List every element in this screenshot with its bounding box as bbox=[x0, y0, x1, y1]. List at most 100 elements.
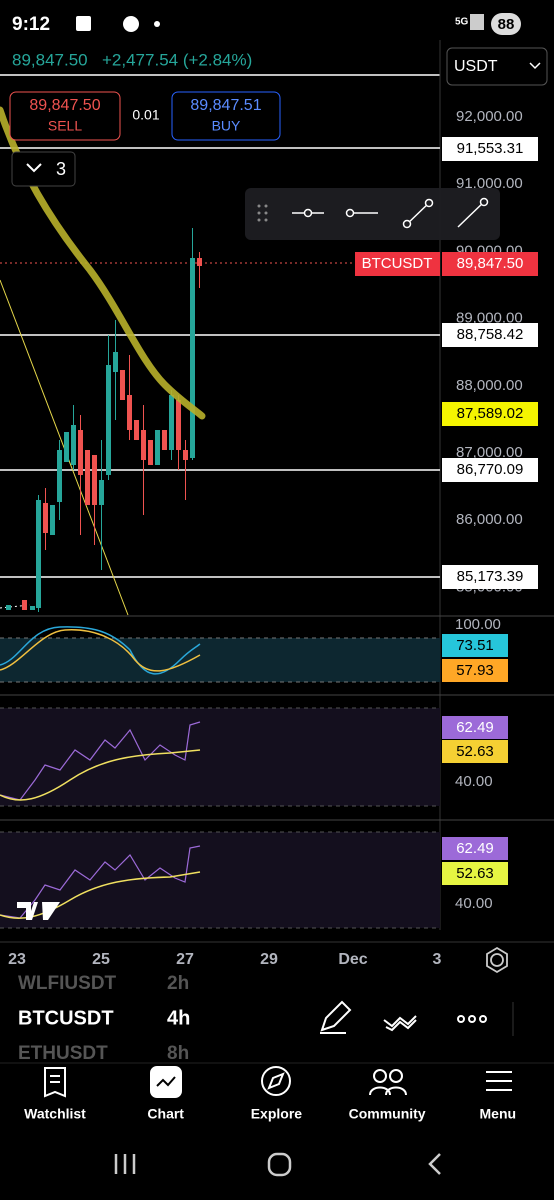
shape bbox=[424, 198, 434, 208]
symbol-name: BTCUSDT bbox=[18, 1007, 114, 1029]
shape bbox=[402, 219, 412, 229]
chart-icon-line bbox=[156, 1076, 176, 1087]
ma-value: 87,589.02 bbox=[457, 405, 524, 422]
candle bbox=[30, 606, 35, 610]
rsi-line bbox=[0, 721, 201, 801]
indicators-icon[interactable] bbox=[383, 1015, 417, 1032]
price-axis-label: 92,000.00 bbox=[456, 108, 523, 125]
nav-label[interactable]: Chart bbox=[147, 1106, 184, 1122]
price-axis-label: 91,000.00 bbox=[456, 175, 523, 192]
draw-icon[interactable] bbox=[320, 1000, 352, 1034]
explore-icon bbox=[261, 1066, 291, 1096]
watchlist-icon bbox=[44, 1067, 66, 1098]
candle bbox=[183, 450, 188, 460]
price-tag bbox=[442, 402, 538, 426]
date-axis-label: 29 bbox=[260, 951, 278, 968]
candle bbox=[162, 430, 167, 450]
price-line-label: 88,758.42 bbox=[457, 326, 524, 343]
indicator-value: 52.63 bbox=[456, 865, 494, 882]
price-tag bbox=[442, 252, 538, 276]
indicator-tag bbox=[442, 837, 508, 860]
line-tools[interactable] bbox=[292, 197, 489, 229]
currency: USDT bbox=[454, 58, 498, 75]
community-icon bbox=[373, 1069, 387, 1083]
shape bbox=[257, 204, 261, 208]
status-network: 5G bbox=[455, 17, 469, 28]
indicator-tag bbox=[442, 659, 508, 682]
price-tag bbox=[442, 458, 538, 482]
date-axis-label: 3 bbox=[433, 951, 442, 968]
candle bbox=[120, 370, 125, 400]
candle bbox=[113, 352, 118, 372]
indicator-tag bbox=[442, 716, 508, 739]
indicator-level: 40.00 bbox=[455, 895, 493, 912]
price-axis-label: 86,000.00 bbox=[456, 511, 523, 528]
candle bbox=[57, 450, 62, 502]
shape bbox=[267, 1152, 292, 1177]
indicator-value: 52.63 bbox=[456, 743, 494, 760]
menu-icon bbox=[486, 1071, 512, 1091]
indicator-band bbox=[0, 638, 440, 682]
battery-level: 88 bbox=[498, 16, 515, 33]
buy-button[interactable] bbox=[171, 91, 281, 141]
candle bbox=[155, 430, 160, 465]
candle bbox=[64, 432, 69, 462]
candle bbox=[43, 503, 48, 533]
currency-select[interactable] bbox=[446, 47, 548, 86]
layout-toggle[interactable] bbox=[11, 151, 76, 187]
candle bbox=[71, 425, 76, 465]
system-nav bbox=[114, 1152, 441, 1177]
nav-label[interactable]: Watchlist bbox=[24, 1106, 86, 1122]
battery bbox=[491, 13, 521, 35]
indicator-level: 40.00 bbox=[455, 773, 493, 790]
buy-price: 89,847.51 bbox=[190, 97, 261, 114]
rsi-line bbox=[0, 845, 201, 919]
candle bbox=[92, 455, 97, 505]
date-axis: 23 25 27 29 Dec 3 bbox=[8, 951, 441, 968]
order-quantity: 0.01 bbox=[132, 107, 159, 123]
price-axis: 92,000.0091,000.0090,000.0089,000.0088,0… bbox=[456, 108, 523, 595]
nav-label[interactable]: Community bbox=[349, 1106, 426, 1122]
status-icon bbox=[76, 16, 91, 31]
price-line-label: 85,173.39 bbox=[457, 568, 524, 585]
sell-label: SELL bbox=[48, 118, 82, 134]
indicator-band bbox=[0, 708, 440, 806]
candle bbox=[22, 600, 27, 610]
shape bbox=[303, 208, 313, 218]
ticker-change: +2,477.54 (+2.84%) bbox=[102, 50, 252, 69]
price-tag bbox=[442, 323, 538, 347]
shape bbox=[114, 1154, 136, 1174]
shape bbox=[257, 218, 261, 222]
candle bbox=[78, 430, 83, 475]
candle bbox=[176, 400, 181, 450]
shape bbox=[264, 218, 268, 222]
indicator-tag bbox=[442, 740, 508, 763]
date-axis-label: Dec bbox=[338, 951, 367, 968]
nav-label[interactable]: Menu bbox=[480, 1106, 517, 1122]
settings-icon[interactable] bbox=[490, 953, 504, 967]
price-line-label: 86,770.09 bbox=[457, 461, 524, 478]
symbol-interval: 8h bbox=[167, 1043, 189, 1064]
symbol-bar bbox=[0, 975, 554, 1063]
layout-count: 3 bbox=[56, 159, 66, 179]
indicator-value: 57.93 bbox=[456, 662, 494, 679]
indicator-tag bbox=[442, 862, 508, 885]
more-icon[interactable] bbox=[457, 1015, 487, 1023]
shape bbox=[264, 211, 268, 215]
dropdown-arrow bbox=[529, 62, 541, 70]
indicator-value: 62.49 bbox=[456, 719, 494, 736]
chevron bbox=[26, 163, 42, 173]
buy-label: BUY bbox=[212, 118, 241, 134]
candle bbox=[50, 505, 55, 535]
nav-label[interactable]: Explore bbox=[251, 1106, 303, 1122]
symbol-interval: 4h bbox=[167, 1007, 190, 1029]
status-icon bbox=[154, 21, 160, 27]
stoch-d bbox=[0, 629, 201, 672]
indicator-band bbox=[0, 832, 440, 928]
candles bbox=[6, 228, 202, 612]
date-axis-label: 27 bbox=[176, 951, 194, 968]
price-tag bbox=[442, 137, 538, 161]
candle bbox=[85, 450, 90, 505]
shape bbox=[345, 208, 355, 218]
sell-button[interactable] bbox=[9, 91, 121, 141]
